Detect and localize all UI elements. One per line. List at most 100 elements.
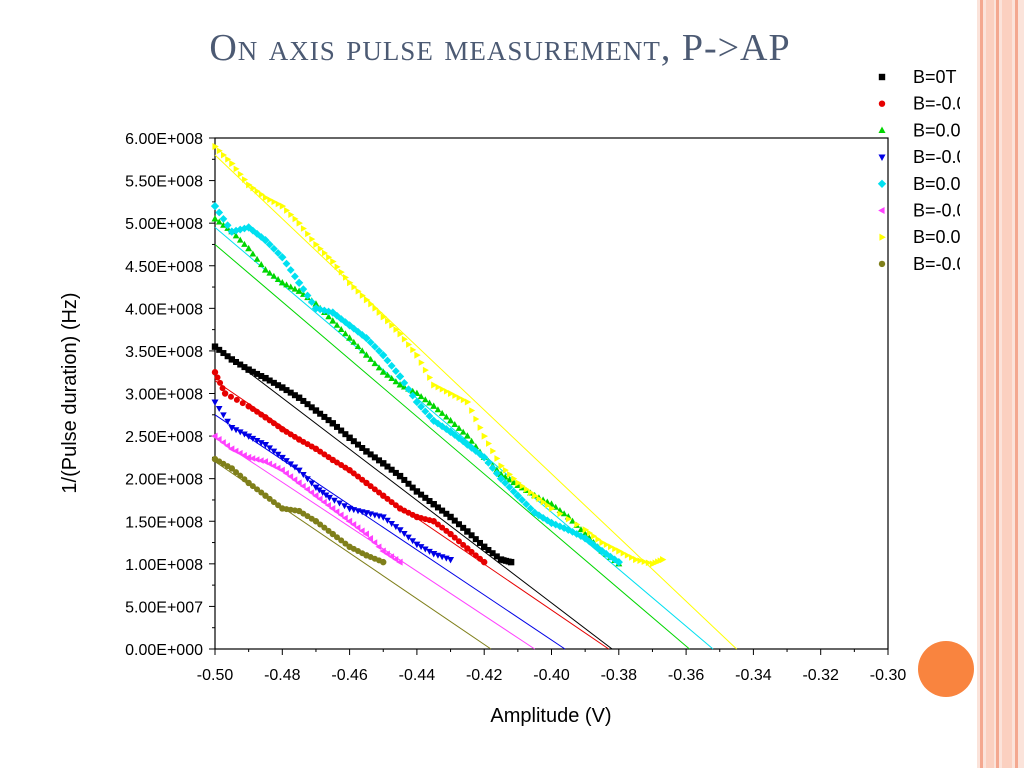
data-point — [430, 551, 438, 558]
data-point — [372, 305, 379, 312]
data-point — [379, 368, 387, 375]
scatter-chart: -0.50 -0.48 -0.46 -0.44 -0.42 -0.40 -0.38 -0.36… — [59, 67, 960, 727]
y-tick-label: 1.50E+008 — [125, 514, 203, 531]
data-point — [371, 539, 378, 546]
data-point — [270, 462, 277, 470]
data-point — [494, 455, 501, 462]
data-point — [211, 369, 219, 376]
y-tick-label: 5.00E+007 — [125, 599, 203, 616]
x-tick-label: -0.50 — [197, 667, 234, 684]
data-point — [418, 359, 425, 366]
data-point — [283, 458, 290, 465]
x-tick-label: -0.38 — [601, 667, 638, 684]
data-point — [316, 495, 323, 503]
data-point — [287, 461, 295, 468]
data-point — [528, 489, 535, 496]
legend-label: B=-0.04T — [913, 254, 960, 274]
data-point — [215, 218, 223, 225]
y-tick-label: 5.00E+008 — [125, 216, 203, 233]
data-point — [351, 283, 358, 291]
data-point — [387, 361, 396, 370]
data-point — [331, 497, 338, 504]
data-point — [282, 259, 291, 268]
data-point — [548, 504, 556, 512]
slide-title: On axis pulse measurement, P->AP — [209, 27, 791, 69]
data-point — [363, 296, 371, 304]
data-point — [409, 387, 416, 394]
data-point — [233, 469, 240, 476]
y-tick-label: 5.50E+008 — [125, 174, 203, 191]
data-point — [308, 489, 315, 496]
data-point — [283, 281, 290, 288]
legend-label: B=0.04T — [913, 227, 960, 247]
data-point — [341, 318, 350, 327]
data-point — [334, 263, 341, 271]
series-points — [211, 369, 488, 566]
data-point — [253, 456, 260, 463]
data-point — [393, 326, 400, 333]
data-point — [502, 466, 509, 474]
data-point — [342, 330, 349, 337]
data-point — [324, 501, 331, 509]
data-point — [532, 492, 539, 500]
data-point — [232, 232, 240, 239]
data-point — [219, 439, 226, 446]
data-point — [367, 483, 374, 490]
series-points — [211, 343, 515, 566]
data-point — [443, 388, 450, 395]
data-point — [266, 269, 273, 276]
data-point — [371, 360, 379, 367]
data-point — [303, 291, 312, 300]
data-point — [396, 381, 404, 388]
data-point — [236, 236, 244, 243]
data-point — [350, 470, 357, 477]
data-point — [358, 527, 365, 535]
data-point — [379, 514, 387, 521]
data-point — [518, 496, 526, 504]
data-point — [472, 552, 479, 559]
data-point — [337, 511, 344, 519]
data-point — [451, 534, 458, 541]
data-point — [480, 453, 489, 462]
data-point — [463, 432, 471, 439]
data-point — [228, 425, 236, 432]
x-tick-label: -0.32 — [802, 667, 839, 684]
data-point — [219, 215, 228, 223]
data-point — [338, 537, 345, 544]
data-point — [417, 402, 426, 411]
data-point — [249, 250, 257, 257]
data-point — [333, 508, 340, 515]
data-point — [616, 547, 623, 555]
data-point — [217, 379, 224, 386]
data-point — [244, 453, 252, 461]
data-point — [279, 202, 287, 210]
data-point — [328, 504, 336, 512]
data-point — [275, 200, 282, 208]
data-point — [490, 447, 497, 455]
fit-lines — [214, 154, 737, 650]
data-point — [455, 538, 462, 545]
data-point — [447, 530, 454, 538]
data-point — [540, 498, 547, 506]
data-point — [303, 486, 310, 493]
data-point — [299, 482, 306, 490]
legend-label: B=0.02T — [913, 120, 960, 140]
data-point — [346, 466, 353, 474]
data-point — [379, 547, 386, 555]
data-point — [354, 524, 361, 531]
data-point — [464, 545, 471, 552]
data-point — [224, 442, 231, 449]
data-point — [262, 194, 270, 202]
data-point — [586, 529, 593, 537]
data-point — [430, 402, 438, 409]
data-point — [515, 479, 522, 487]
data-point — [375, 543, 382, 551]
data-point — [488, 464, 497, 472]
x-tick-label: -0.30 — [870, 667, 907, 684]
data-point — [257, 261, 265, 268]
data-point — [321, 524, 328, 531]
data-point — [560, 510, 568, 517]
data-point — [261, 236, 270, 245]
data-point — [366, 338, 375, 347]
decorative-orange-circle — [918, 641, 974, 697]
